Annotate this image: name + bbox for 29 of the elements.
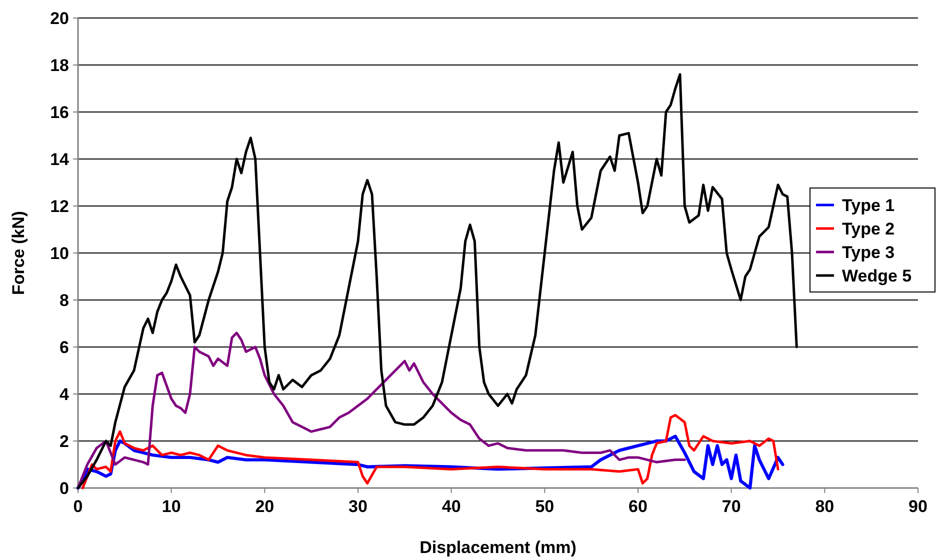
x-tick-label: 50: [535, 497, 554, 516]
y-axis-title: Force (kN): [9, 210, 28, 296]
y-tick-label: 18: [50, 56, 69, 75]
legend-label: Type 2: [842, 219, 895, 238]
y-tick-label: 6: [60, 338, 69, 357]
y-tick-label: 0: [60, 478, 69, 498]
legend-label: Type 3: [842, 242, 895, 262]
y-tick-label: 20: [50, 8, 69, 28]
x-tick-label: 70: [722, 497, 741, 516]
legend-label: Type 1: [842, 196, 895, 215]
legend-label: Wedge 5: [842, 266, 912, 286]
x-tick-label: 90: [908, 497, 928, 516]
x-tick-label: 80: [815, 497, 834, 516]
x-tick-label: 0: [73, 497, 83, 516]
line-series: [81, 414, 780, 490]
x-tick-label: 40: [442, 497, 461, 516]
x-tick-label: 60: [628, 497, 648, 516]
x-tick-label: 30: [348, 497, 368, 516]
y-tick-label: 10: [50, 244, 69, 263]
x-tick-label: 10: [162, 497, 181, 516]
line-series: [76, 332, 686, 490]
x-tick-label: 20: [255, 497, 274, 516]
x-axis-title: Displacement (mm): [420, 538, 576, 557]
y-tick-label: 2: [60, 432, 69, 451]
y-tick-label: 16: [50, 102, 69, 122]
y-tick-label: 12: [50, 196, 69, 216]
y-tick-label: 4: [60, 384, 70, 404]
y-tick-label: 8: [60, 290, 69, 310]
y-tick-label: 14: [50, 150, 70, 169]
